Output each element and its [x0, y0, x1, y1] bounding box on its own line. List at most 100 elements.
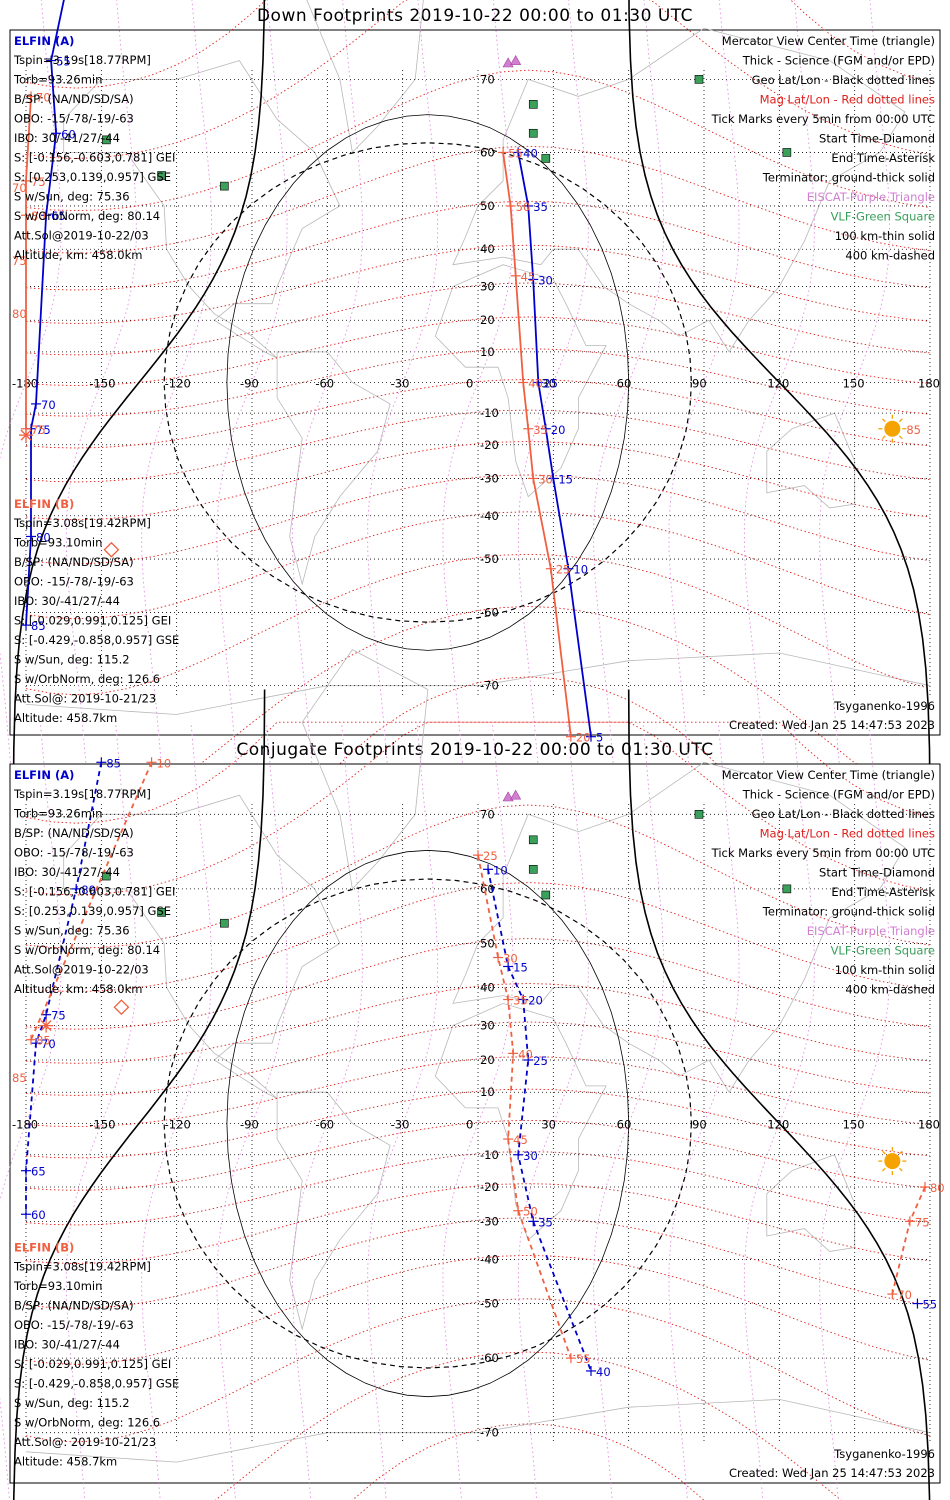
lon-tick-label: 150: [843, 1118, 865, 1132]
track-a-tick-label: 85: [106, 756, 121, 770]
continent-outline: [301, 649, 429, 890]
lon-tick-label: -90: [240, 377, 259, 391]
track-a-tick-label: 70: [41, 1037, 56, 1051]
sat-b-info-line: Att.Sol@: 2019-10-21/23: [14, 1435, 156, 1449]
continent-outline: [276, 351, 391, 586]
sat-b-info-line: OBO: -15/-78/-19/-63: [14, 574, 134, 588]
continent-outline: [306, 0, 424, 154]
track-a-tick-label: 55: [56, 55, 71, 69]
track-a-tick-label: 20: [528, 994, 543, 1008]
sat-a-info-line: S: [-0.156,-0.603,0.781] GEI: [14, 885, 175, 899]
mag-latitude-line: [25, 1151, 931, 1226]
vlf-square: [694, 75, 704, 84]
track-a-line: [25, 0, 65, 626]
sat-b-info-line: B/SP: (NA/ND/SD/SA): [14, 1298, 134, 1312]
continent-outline: [276, 1091, 391, 1331]
model-label: Tsyganenko-1996: [833, 699, 935, 713]
vlf-square: [541, 890, 551, 900]
mag-latitude-line: [25, 1056, 931, 1128]
sat-a-info-line: Altitude, km: 458.0km: [14, 248, 142, 262]
mag-latitude-line: [25, 511, 931, 620]
mag-latitude-line: [277, 676, 780, 777]
sat-b-info-line: Torb=93.10min: [13, 535, 102, 549]
mag-latitude-line: [351, 1423, 705, 1500]
legend-entry: Mercator View Center Time (triangle): [722, 34, 935, 48]
vlf-square: [541, 154, 551, 163]
sat-b-info-line: B/SP: (NA/ND/SD/SA): [14, 555, 134, 569]
sat-a-info-line: B/SP: (NA/ND/SD/SA): [14, 92, 134, 106]
lon-tick-label: -60: [315, 1118, 334, 1132]
terminator-100km: [226, 114, 630, 651]
sat-a-info-line: S w/Sun, deg: 75.36: [14, 190, 130, 204]
mag-longitude-line: [65, 0, 137, 777]
sun-ray: [898, 1167, 903, 1172]
lat-tick-label: -50: [480, 1297, 499, 1311]
track-a-line: [25, 762, 103, 1215]
terminator-ground: [627, 689, 931, 1500]
track-b-tick-label: 80: [930, 1181, 945, 1195]
terminator-ground: [12, 689, 266, 1500]
lat-tick-label: 40: [480, 242, 495, 256]
mag-longitude-line: [367, 0, 439, 777]
track-a-tick-label: 10: [573, 563, 588, 577]
sat-b-info-line: Att.Sol@: 2019-10-21/23: [14, 691, 156, 705]
lat-tick-label: -40: [480, 1252, 499, 1266]
lon-tick-label: 90: [692, 1118, 707, 1132]
mag-longitude-line: [819, 722, 891, 1500]
terminator-ground: [12, 0, 266, 809]
track-a-tick-label: 65: [51, 209, 66, 223]
track-a-tick-label: 20: [551, 423, 566, 437]
mag-latitude-line: [25, 882, 931, 993]
mag-longitude-line: [141, 722, 213, 1500]
vlf-square: [528, 865, 538, 874]
sat-a-info-line: OBO: -15/-78/-19/-63: [14, 846, 134, 860]
continent-outline: [452, 27, 906, 353]
legend-entry: Mag Lat/Lon - Red dotted lines: [760, 93, 935, 107]
lat-tick-label: -30: [480, 1214, 499, 1228]
legend-entry: Geo Lat/Lon - Black dotted lines: [752, 807, 935, 821]
mag-latitude-line: [25, 0, 931, 159]
mag-latitude-line: [25, 1298, 931, 1443]
vlf-square: [102, 871, 111, 881]
legend-entry: 400 km-dashed: [845, 249, 935, 263]
track-a-tick-label: 35: [533, 200, 548, 214]
lat-tick-label: 70: [480, 72, 495, 86]
vlf-square: [157, 171, 166, 180]
track-b-tick-label: 50: [523, 1205, 538, 1219]
legend-entry: Terminator: ground-thick solid: [762, 171, 935, 185]
track-b-tick-label: 80: [31, 209, 46, 223]
track-a-tick-label: 60: [61, 127, 76, 141]
sun-ray: [881, 1167, 886, 1172]
track-b-tick-label: 30: [538, 472, 553, 486]
track-a-tick-label: 60: [31, 1208, 46, 1222]
mag-longitude-line: [442, 722, 514, 1500]
track-a-tick-label: 85: [31, 619, 46, 633]
sat-a-info-line: Att.Sol@2019-10-22/03: [14, 963, 149, 977]
track-b-tick-label: 40: [528, 377, 543, 391]
track-a-tick-label: 25: [533, 1054, 548, 1068]
track-a-tick-label: 15: [513, 960, 528, 974]
sat-a-info-line: Tspin=3.19s[18.77RPM]: [13, 53, 151, 67]
lon-tick-label: -180: [12, 377, 38, 391]
track-b-tick-label: 75: [31, 175, 46, 189]
sat-b-info-line: OBO: -15/-78/-19/-63: [14, 1318, 134, 1332]
vlf-square: [157, 908, 166, 917]
vlf-square: [220, 918, 229, 928]
track-a-tick-label: 10: [493, 863, 508, 877]
lat-tick-label: 30: [480, 1019, 495, 1033]
lon-tick-label: 60: [617, 1118, 632, 1132]
track-a-line: [517, 152, 592, 737]
track-a-tick-label: 40: [523, 146, 538, 160]
legend-entry: Mag Lat/Lon - Red dotted lines: [760, 827, 935, 841]
legend-entry: Thick - Science (FGM and/or EPD): [742, 788, 935, 802]
lat-tick-label: -50: [480, 552, 499, 566]
mag-latitude-line: [25, 721, 931, 824]
track-b-line: [30, 761, 153, 1041]
track-b-line: [502, 152, 572, 737]
track-a-tick-label: 80: [81, 883, 96, 897]
legend-entry: 100 km-thin solid: [835, 229, 935, 243]
sat-a-info-line: S w/OrbNorm, deg: 80.14: [14, 209, 160, 223]
mag-latitude-line: [25, 244, 931, 324]
sat-b-info-line: S w/Sun, deg: 115.2: [14, 652, 130, 666]
sat-a-info-line: Torb=93.26min: [13, 807, 102, 821]
